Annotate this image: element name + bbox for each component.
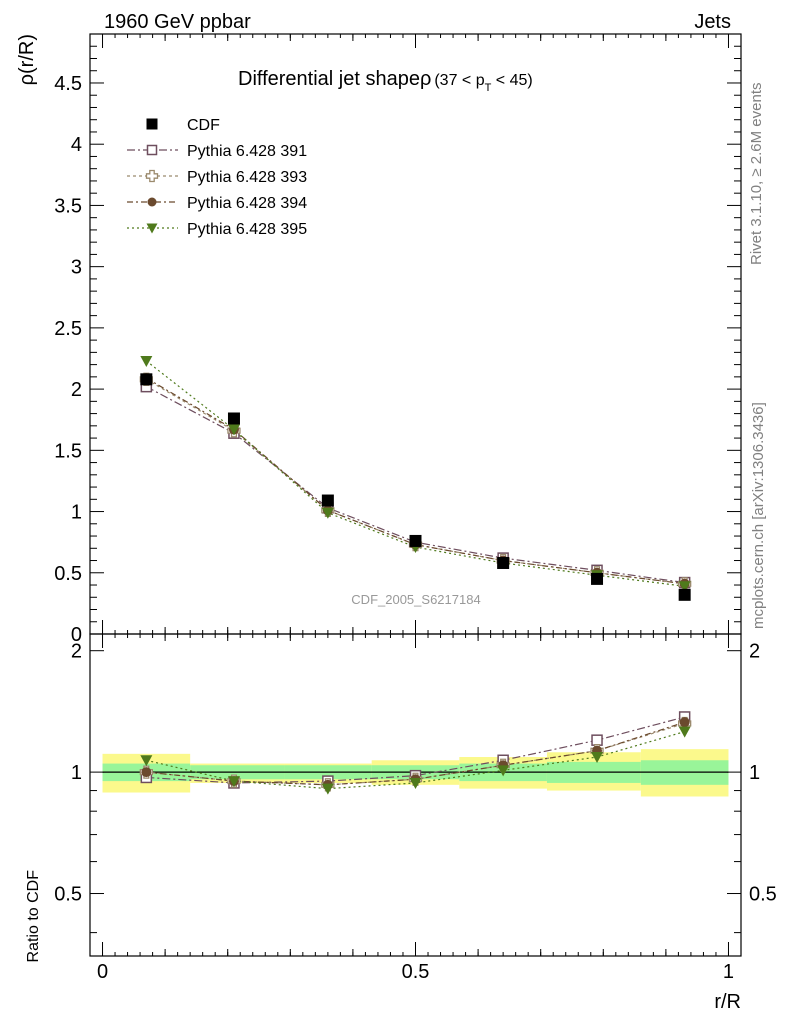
series-point-4 (321, 507, 334, 519)
ratio-point-3 (141, 767, 152, 778)
legend-marker (145, 169, 159, 183)
ratio-point-4 (227, 776, 240, 788)
y-tick-label: 2 (71, 379, 82, 401)
rivet-version-label: Rivet 3.1.10, ≥ 2.6M events (748, 83, 765, 266)
y-axis-label: ρ(r/R) (16, 34, 38, 85)
ratio-point-4 (497, 765, 510, 777)
header-left: 1960 GeV ppbar (104, 11, 251, 33)
ratio-y-tick-label-right: 2 (749, 641, 760, 663)
y-tick-label: 3 (71, 257, 82, 279)
header-right: Jets (694, 11, 731, 33)
legend-marker (146, 118, 158, 130)
y-tick-label: 0.5 (54, 563, 82, 585)
series-point-4 (678, 581, 691, 593)
mcplots-reference-label: mcplots.cern.ch [arXiv:1306.3436] (750, 402, 767, 629)
y-tick-label: 4.5 (54, 73, 82, 95)
ratio-point-1 (591, 734, 603, 746)
data-point (678, 588, 691, 601)
chart-title-main: Differential jet shapeρ (238, 68, 431, 90)
series-line-2 (146, 378, 685, 585)
y-tick-label: 3.5 (54, 195, 82, 217)
ratio-y-axis-label: Ratio to CDF (25, 870, 42, 963)
data-point (321, 494, 334, 507)
legend-marker (147, 197, 157, 207)
chart-title: Differential jet shapeρ (37 < pT < 45) (238, 68, 533, 94)
ratio-y-tick-label: 0.5 (54, 884, 82, 906)
series-point-4 (227, 424, 240, 436)
legend: CDF Pythia 6.428 391 Pythia 6.428 393 Pythi… (127, 117, 307, 238)
x-axis-label: r/R (714, 991, 741, 1013)
axis-ticks (90, 33, 741, 956)
y-tick-label: 2.5 (54, 318, 82, 340)
ratio-point-4 (140, 755, 153, 767)
ratio-y-tick-label-right: 1 (749, 762, 760, 784)
series-lines (145, 360, 685, 790)
series-line-1 (146, 386, 685, 584)
legend-label: Pythia 6.428 391 (187, 143, 307, 160)
data-point (497, 556, 510, 569)
ratio-point-4 (678, 726, 691, 738)
ratio-y-tick-label-right: 0.5 (749, 884, 777, 906)
chart-title-cut-sub: T (485, 82, 492, 94)
chart-title-cut-end: < 45) (491, 72, 532, 89)
legend-label: Pythia 6.428 394 (187, 195, 307, 212)
analysis-watermark: CDF_2005_S6217184 (351, 592, 480, 607)
y-tick-label: 1.5 (54, 440, 82, 462)
ratio-y-tick-label: 2 (71, 641, 82, 663)
legend-marker (146, 223, 158, 234)
legend-label: Pythia 6.428 393 (187, 169, 307, 186)
x-tick-label: 1 (723, 961, 734, 983)
ratio-point-4 (409, 777, 422, 789)
y-tick-label: 1 (71, 502, 82, 524)
tick-labels: 0 0.5 1 0 0.5 1 1.5 2 2.5 3 3.5 4 4.5 0.5 0.5 1 1 2 2 (54, 73, 777, 983)
data-point (409, 534, 422, 547)
x-tick-label: 0.5 (402, 961, 430, 983)
x-tick-label: 0 (97, 961, 108, 983)
series-markers (139, 355, 692, 795)
ratio-point-4 (321, 783, 334, 795)
ratio-point-3 (679, 717, 690, 728)
ratio-point-4 (591, 752, 604, 764)
series-point-4 (140, 355, 153, 367)
legend-label: CDF (187, 117, 220, 134)
data-point (140, 373, 153, 386)
y-tick-label: 0 (71, 624, 82, 646)
y-tick-label: 4 (71, 134, 82, 156)
ratio-y-tick-label: 1 (71, 762, 82, 784)
legend-label: Pythia 6.428 395 (187, 221, 307, 238)
legend-marker (146, 144, 158, 156)
chart-title-cut: (37 < p (434, 72, 484, 89)
data-point (591, 572, 604, 585)
data-point (227, 412, 240, 425)
